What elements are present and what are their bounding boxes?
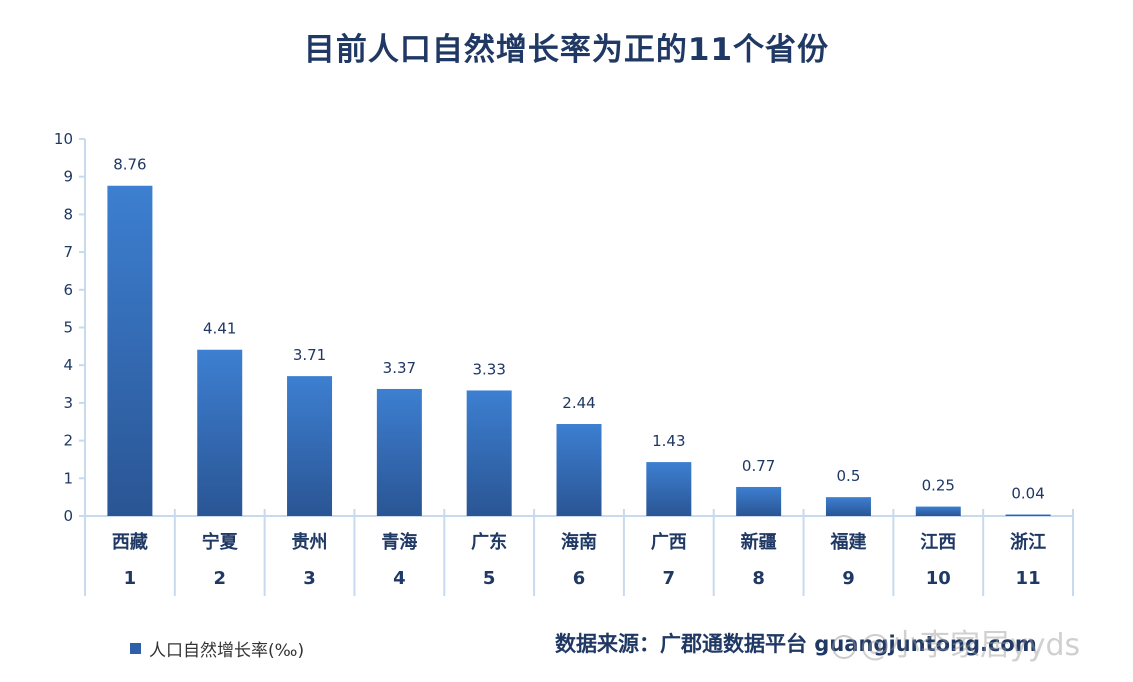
chart-legend: 人口自然增长率(‰) — [130, 636, 304, 661]
y-tick-label: 10 — [54, 130, 73, 148]
x-tick-label: 广西 — [651, 531, 687, 553]
data-label: 4.41 — [203, 320, 236, 338]
x-tick-label: 贵州 — [292, 532, 328, 553]
rank-label: 2 — [213, 568, 226, 589]
rank-label: 3 — [303, 568, 316, 589]
rank-label: 9 — [842, 568, 855, 589]
rank-label: 8 — [752, 568, 765, 589]
bar-海南 — [556, 424, 602, 516]
rank-label: 6 — [573, 568, 586, 589]
data-label: 2.44 — [562, 394, 595, 412]
bar-西藏 — [107, 185, 153, 517]
rank-label: 5 — [483, 568, 496, 589]
rank-label: 7 — [663, 568, 676, 589]
y-tick-label: 9 — [63, 168, 73, 186]
bar-贵州 — [287, 376, 333, 516]
y-tick-label: 5 — [63, 319, 73, 337]
data-label: 8.76 — [113, 156, 146, 174]
y-tick-label: 1 — [63, 469, 73, 487]
bar-江西 — [915, 506, 961, 516]
y-tick-label: 7 — [63, 243, 73, 261]
bar-新疆 — [736, 486, 782, 516]
x-tick-label: 海南 — [561, 531, 597, 553]
rank-label: 4 — [393, 568, 406, 589]
y-tick-label: 4 — [63, 356, 73, 374]
bar-福建 — [825, 497, 871, 516]
y-tick-label: 2 — [63, 432, 73, 450]
x-tick-label: 宁夏 — [202, 531, 239, 553]
x-tick-label: 青海 — [381, 531, 417, 553]
data-label: 3.33 — [472, 360, 505, 378]
x-tick-label: 浙江 — [1010, 531, 1046, 553]
data-label: 0.25 — [922, 477, 955, 495]
rank-label: 11 — [1016, 568, 1041, 589]
watermark-text: @小李家居yyds — [860, 628, 1081, 663]
rank-label: 1 — [124, 568, 137, 589]
bar-青海 — [376, 388, 422, 516]
data-label: 0.5 — [837, 467, 861, 485]
data-label: 0.77 — [742, 457, 775, 475]
x-tick-label: 福建 — [829, 531, 866, 553]
bar-广西 — [646, 462, 692, 516]
legend-swatch — [130, 643, 141, 654]
x-tick-label: 西藏 — [112, 532, 148, 553]
watermark: @小李家居yyds — [832, 620, 1080, 664]
y-tick-label: 8 — [63, 205, 73, 223]
data-label: 0.04 — [1011, 484, 1044, 502]
camera-icon — [832, 634, 856, 659]
chart-title: 目前人口自然增长率为正的11个省份 — [303, 32, 830, 68]
y-tick-label: 3 — [63, 394, 73, 412]
x-tick-label: 新疆 — [741, 531, 777, 553]
x-tick-label: 广东 — [471, 531, 507, 553]
bar-宁夏 — [197, 349, 243, 516]
y-tick-label: 6 — [63, 281, 73, 299]
data-label: 3.71 — [293, 346, 326, 364]
y-tick-label: 0 — [63, 507, 73, 525]
data-label: 3.37 — [383, 359, 416, 377]
data-label: 1.43 — [652, 432, 685, 450]
x-tick-label: 江西 — [920, 532, 956, 553]
bar-广东 — [466, 390, 512, 516]
data-source-note: 数据来源：广郡通数据平台 guangjuntong.com — [555, 632, 1037, 656]
legend-label: 人口自然增长率(‰) — [149, 641, 305, 661]
bar-浙江 — [1005, 514, 1051, 516]
rank-label: 10 — [926, 568, 951, 589]
